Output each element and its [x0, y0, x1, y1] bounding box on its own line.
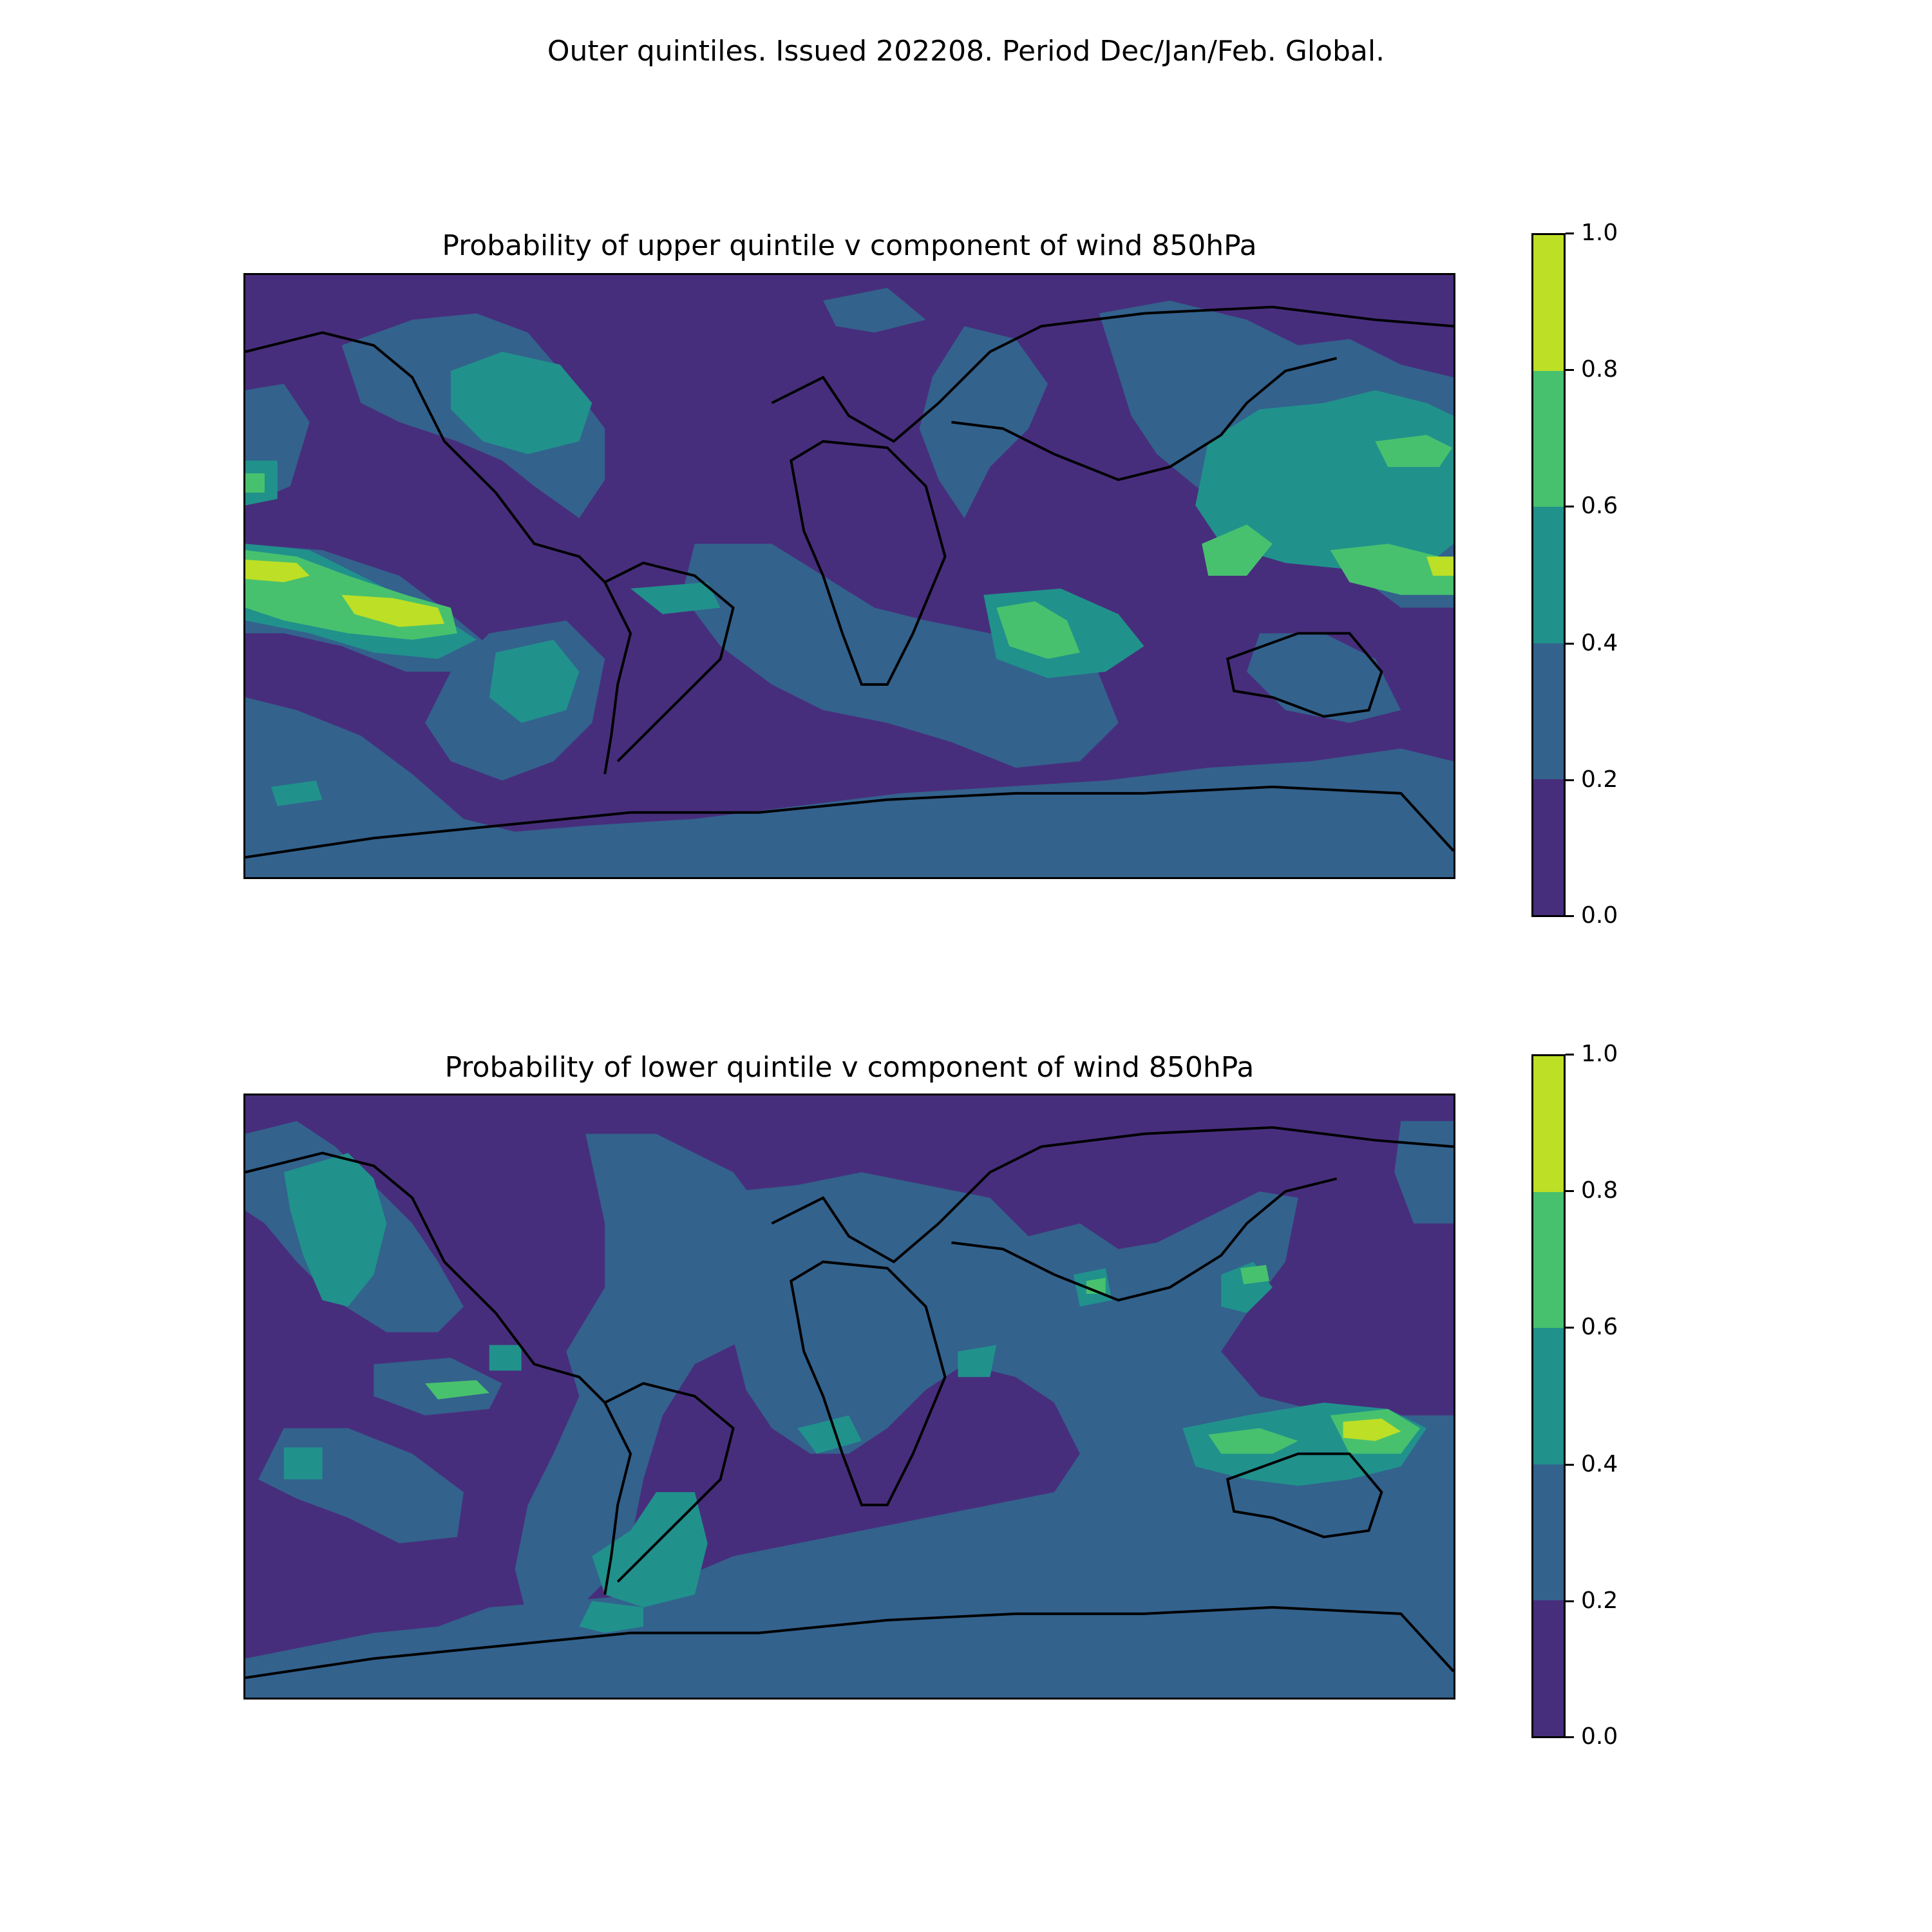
lower-level-0.2-0.4 [245, 1121, 1454, 1698]
figure-title: Outer quintiles. Issued 202208. Period D… [547, 35, 1385, 68]
lower-quintile-map [243, 1094, 1455, 1700]
lower-map-field [245, 1121, 1454, 1698]
upper-coastlines [245, 305, 1454, 859]
lower-level-0.8-1.0 [1343, 1418, 1401, 1441]
upper-colorbar-segment-0.6-0.8 [1533, 371, 1564, 507]
upper-colorbar-segment-0.2-0.4 [1533, 643, 1564, 779]
lower-colorbar [1531, 1054, 1566, 1738]
upper-colorbar [1531, 233, 1566, 917]
lower-colorbar-segment-0.8-1.0 [1533, 1056, 1564, 1193]
lower-colorbar-segment-0.4-0.6 [1533, 1328, 1564, 1464]
upper-colorbar-segment-0.0-0.2 [1533, 779, 1564, 915]
lower-colorbar-ticks: 1.0 0.8 0.6 0.4 0.2 0.0 [1566, 1041, 1694, 1750]
upper-colorbar-segment-0.4-0.6 [1533, 507, 1564, 643]
lower-panel-title: Probability of lower quintile v componen… [444, 1051, 1255, 1084]
lower-colorbar-segment-0.6-0.8 [1533, 1192, 1564, 1329]
upper-quintile-map [243, 273, 1455, 879]
upper-panel-title: Probability of upper quintile v componen… [442, 229, 1257, 262]
upper-map-field [245, 287, 1454, 877]
lower-colorbar-segment-0.0-0.2 [1533, 1600, 1564, 1736]
upper-colorbar-ticks: 1.0 0.8 0.6 0.4 0.2 0.0 [1566, 220, 1694, 929]
upper-colorbar-segment-0.8-1.0 [1533, 235, 1564, 372]
lower-coastlines [245, 1126, 1454, 1680]
upper-level-0.8-1.0 [245, 556, 1454, 627]
lower-colorbar-segment-0.2-0.4 [1533, 1464, 1564, 1600]
